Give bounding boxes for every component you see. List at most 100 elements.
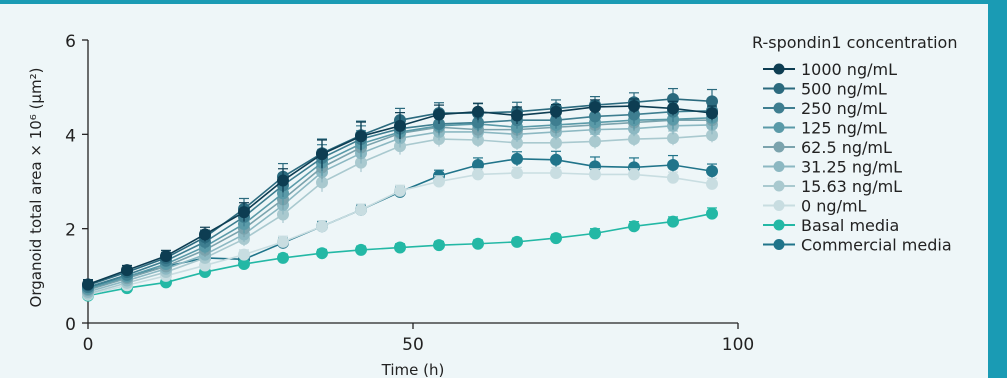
series-31-25-ng-ml xyxy=(82,114,718,298)
data-point xyxy=(472,105,484,118)
data-point xyxy=(628,168,640,181)
series-1000-ng-ml xyxy=(82,98,718,291)
data-point xyxy=(277,174,289,187)
x-tick-label: 50 xyxy=(402,335,424,355)
y-tick-label: 2 xyxy=(65,221,76,241)
data-point xyxy=(511,152,523,165)
data-point xyxy=(355,243,367,256)
legend-swatch-marker xyxy=(773,239,785,250)
data-point xyxy=(706,129,718,142)
data-point xyxy=(472,168,484,181)
data-point xyxy=(472,158,484,171)
legend-item: Basal media xyxy=(763,216,899,235)
data-point xyxy=(199,228,211,241)
legend-item: 125 ng/mL xyxy=(763,119,887,138)
legend-label: 0 ng/mL xyxy=(801,197,867,216)
legend-item: Commercial media xyxy=(763,236,952,255)
data-point xyxy=(472,237,484,250)
data-point xyxy=(589,227,601,240)
data-point xyxy=(667,102,679,115)
x-axis-label: Time (h) xyxy=(381,361,445,378)
data-point xyxy=(667,215,679,228)
data-point xyxy=(433,108,445,121)
data-point xyxy=(238,258,250,271)
data-point xyxy=(667,171,679,184)
data-point xyxy=(550,167,562,180)
legend-label: 125 ng/mL xyxy=(801,119,887,138)
legend-item: 62.5 ng/mL xyxy=(763,138,892,157)
legend-label: 31.25 ng/mL xyxy=(801,158,902,177)
data-point xyxy=(550,114,562,127)
data-point xyxy=(316,220,328,233)
data-point xyxy=(550,136,562,149)
data-point xyxy=(628,220,640,233)
data-point xyxy=(394,184,406,197)
data-point xyxy=(589,135,601,148)
series-basal-media xyxy=(82,207,718,302)
data-point xyxy=(628,133,640,146)
legend-swatch-marker xyxy=(773,102,785,114)
series-line xyxy=(87,212,713,297)
data-point xyxy=(238,248,250,261)
series-line xyxy=(87,134,713,295)
x-tick-label: 100 xyxy=(722,335,754,355)
data-point xyxy=(394,119,406,132)
legend-item: 250 ng/mL xyxy=(763,99,887,118)
data-point xyxy=(667,158,679,171)
data-point xyxy=(706,107,718,120)
data-point xyxy=(550,153,562,166)
y-axis-label: Organoid total area × 10⁶ (µm²) xyxy=(27,68,45,308)
legend-label: 62.5 ng/mL xyxy=(801,138,892,157)
data-point xyxy=(511,136,523,149)
chart-axes: 0 2 4 6 0 50 100 xyxy=(65,32,754,355)
data-point xyxy=(316,247,328,260)
y-tick-label: 4 xyxy=(65,126,76,146)
data-point xyxy=(628,108,640,121)
series-line xyxy=(87,158,713,289)
legend-item: 31.25 ng/mL xyxy=(763,158,902,177)
data-point xyxy=(316,148,328,161)
data-point xyxy=(706,95,718,108)
data-point xyxy=(706,207,718,220)
legend-label: 500 ng/mL xyxy=(801,80,887,99)
legend-item: 500 ng/mL xyxy=(763,80,887,99)
data-point xyxy=(589,168,601,181)
data-point xyxy=(355,203,367,216)
data-point xyxy=(550,105,562,118)
data-point xyxy=(394,241,406,254)
legend-item: 0 ng/mL xyxy=(763,197,867,216)
legend-swatch-marker xyxy=(773,180,785,192)
data-point xyxy=(706,177,718,190)
data-point xyxy=(277,251,289,264)
data-point xyxy=(589,110,601,123)
data-point xyxy=(82,278,94,291)
legend-swatch-marker xyxy=(773,83,785,94)
legend-swatch-marker xyxy=(773,122,785,133)
data-point xyxy=(160,250,172,263)
data-point xyxy=(355,130,367,143)
data-point xyxy=(667,92,679,105)
legend-label: 250 ng/mL xyxy=(801,99,887,118)
legend-swatch-marker xyxy=(773,161,785,172)
legend-title: R-spondin1 concentration xyxy=(752,33,957,52)
series-15-63-ng-ml xyxy=(82,127,718,300)
data-point xyxy=(628,100,640,113)
data-point xyxy=(511,109,523,122)
data-point xyxy=(589,100,601,113)
legend-swatch-marker xyxy=(773,63,785,75)
x-tick-label: 0 xyxy=(83,335,94,355)
legend-label: Basal media xyxy=(801,216,899,235)
data-point xyxy=(277,235,289,248)
legend-item: 15.63 ng/mL xyxy=(763,177,902,196)
legend-item: 1000 ng/mL xyxy=(763,60,897,79)
y-tick-label: 6 xyxy=(65,32,76,52)
legend-swatch-marker xyxy=(773,200,785,211)
legend-label: 1000 ng/mL xyxy=(801,60,897,79)
data-point xyxy=(550,232,562,245)
data-point xyxy=(511,167,523,180)
accent-bar xyxy=(988,0,1007,378)
series-layer xyxy=(82,87,718,302)
legend-swatch-marker xyxy=(773,141,785,153)
